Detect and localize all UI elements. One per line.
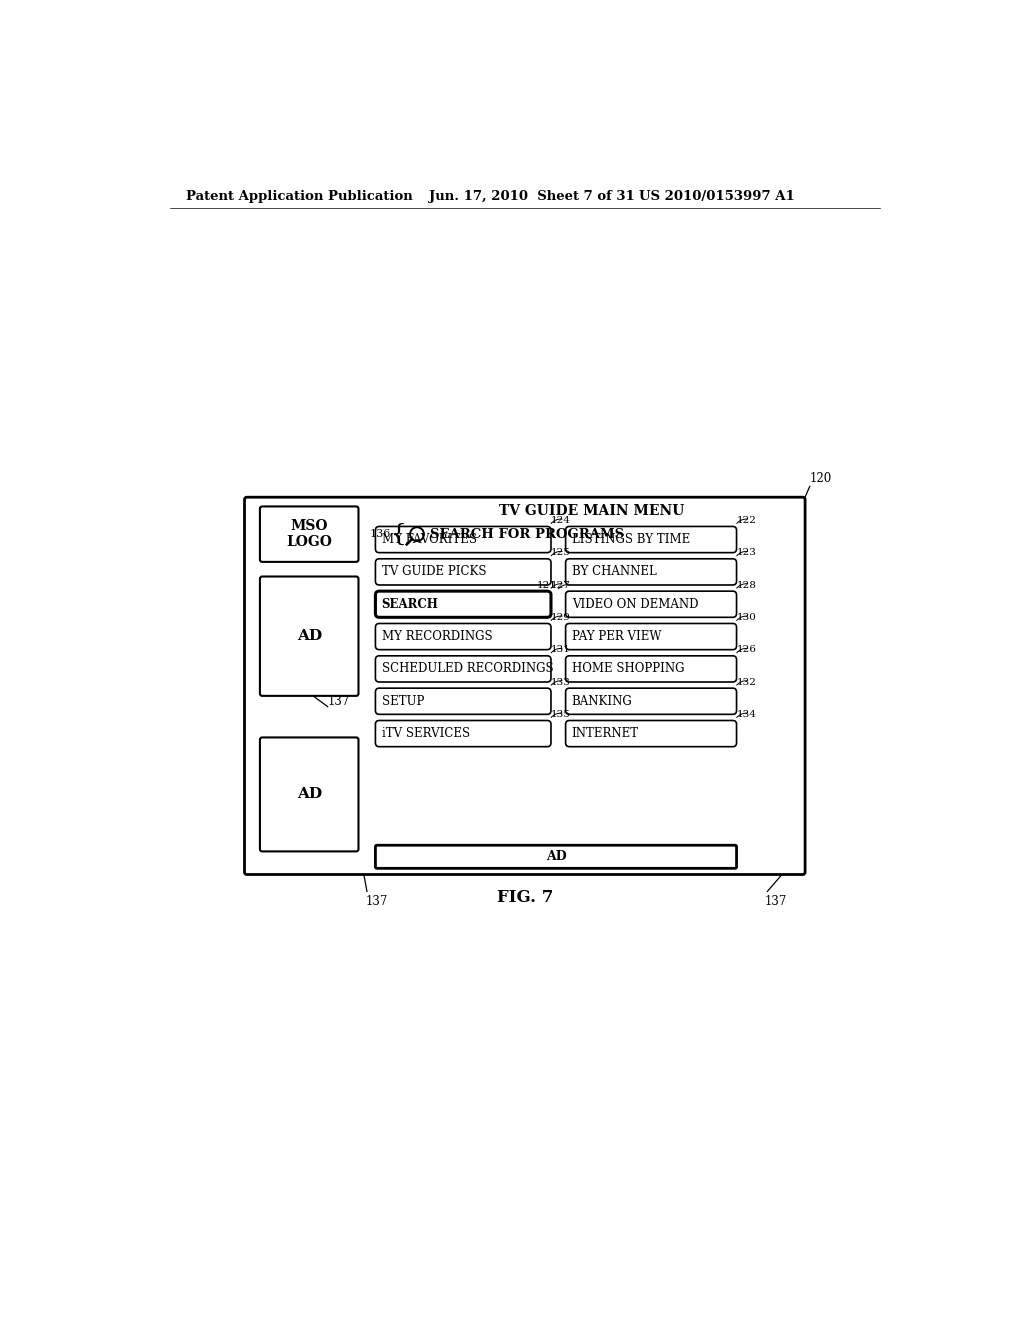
Text: TV GUIDE PICKS: TV GUIDE PICKS (382, 565, 486, 578)
Text: 124: 124 (551, 516, 570, 525)
Text: HOME SHOPPING: HOME SHOPPING (571, 663, 684, 676)
Text: BY CHANNEL: BY CHANNEL (571, 565, 656, 578)
FancyBboxPatch shape (565, 558, 736, 585)
Text: SETUP: SETUP (382, 694, 424, 708)
Text: 132: 132 (736, 677, 757, 686)
Text: 123: 123 (736, 548, 757, 557)
Text: MSO
LOGO: MSO LOGO (287, 519, 332, 549)
Text: AD: AD (297, 788, 322, 801)
FancyBboxPatch shape (565, 623, 736, 649)
Text: 137: 137 (366, 895, 388, 908)
Text: 137: 137 (764, 895, 786, 908)
FancyBboxPatch shape (260, 577, 358, 696)
Text: MY RECORDINGS: MY RECORDINGS (382, 630, 493, 643)
Text: 137: 137 (328, 696, 350, 708)
Text: SCHEDULED RECORDINGS: SCHEDULED RECORDINGS (382, 663, 553, 676)
FancyBboxPatch shape (565, 591, 736, 618)
Text: SEARCH: SEARCH (382, 598, 438, 611)
Text: Jun. 17, 2010  Sheet 7 of 31: Jun. 17, 2010 Sheet 7 of 31 (429, 190, 635, 203)
Text: SEARCH FOR PROGRAMS: SEARCH FOR PROGRAMS (430, 528, 625, 541)
FancyBboxPatch shape (376, 656, 551, 682)
Text: 131: 131 (551, 645, 570, 655)
FancyBboxPatch shape (376, 558, 551, 585)
FancyBboxPatch shape (260, 507, 358, 562)
Text: 134: 134 (736, 710, 757, 719)
Text: {: { (390, 523, 407, 545)
FancyBboxPatch shape (565, 721, 736, 747)
Text: PAY PER VIEW: PAY PER VIEW (571, 630, 662, 643)
FancyBboxPatch shape (376, 845, 736, 869)
FancyBboxPatch shape (565, 656, 736, 682)
Text: 130: 130 (736, 612, 757, 622)
FancyBboxPatch shape (565, 527, 736, 553)
Text: 120: 120 (810, 471, 831, 484)
Text: 133: 133 (551, 677, 570, 686)
Text: LISTINGS BY TIME: LISTINGS BY TIME (571, 533, 690, 546)
Text: 128: 128 (736, 581, 757, 590)
Text: Patent Application Publication: Patent Application Publication (186, 190, 413, 203)
Text: FIG. 7: FIG. 7 (497, 890, 553, 906)
Text: 121: 121 (537, 581, 557, 590)
Text: 126: 126 (736, 645, 757, 655)
FancyBboxPatch shape (376, 688, 551, 714)
FancyBboxPatch shape (376, 623, 551, 649)
Text: 129: 129 (551, 612, 570, 622)
FancyBboxPatch shape (565, 688, 736, 714)
Text: AD: AD (297, 630, 322, 643)
Text: iTV SERVICES: iTV SERVICES (382, 727, 470, 741)
Text: 122: 122 (736, 516, 757, 525)
Text: 125: 125 (551, 548, 570, 557)
Text: VIDEO ON DEMAND: VIDEO ON DEMAND (571, 598, 698, 611)
FancyBboxPatch shape (260, 738, 358, 851)
Text: BANKING: BANKING (571, 694, 633, 708)
Text: 136: 136 (370, 529, 391, 539)
Text: 127: 127 (551, 581, 570, 590)
FancyBboxPatch shape (376, 527, 551, 553)
FancyBboxPatch shape (376, 721, 551, 747)
Text: AD: AD (546, 850, 566, 863)
Text: US 2010/0153997 A1: US 2010/0153997 A1 (639, 190, 795, 203)
FancyBboxPatch shape (376, 591, 551, 618)
Text: 135: 135 (551, 710, 570, 719)
FancyBboxPatch shape (245, 498, 805, 875)
Text: TV GUIDE MAIN MENU: TV GUIDE MAIN MENU (500, 504, 685, 517)
Text: INTERNET: INTERNET (571, 727, 639, 741)
Text: MY FAVORITES: MY FAVORITES (382, 533, 476, 546)
